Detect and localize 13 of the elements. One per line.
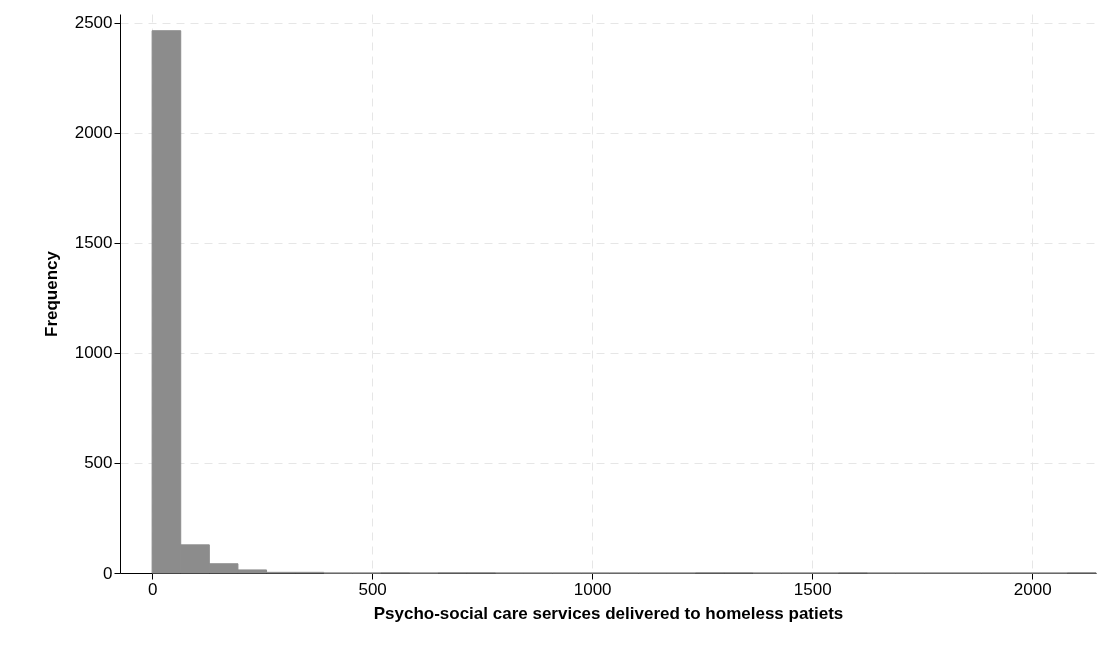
x-tick-label: 0 [147,579,158,599]
x-tick-label: 1000 [573,579,612,599]
x-axis-title: Psycho-social care services delivered to homeless patiets [373,603,844,623]
y-tick-label: 2000 [74,123,113,143]
y-tick-label: 500 [84,453,113,473]
x-tick-label: 2000 [1013,579,1052,599]
y-tick-label: 1000 [74,343,113,363]
y-tick-label: 1500 [74,233,113,253]
x-tick-label: 500 [358,579,387,599]
x-tick-label: 1500 [793,579,832,599]
y-tick-label: 0 [103,563,113,583]
y-tick-label: 2500 [74,13,113,33]
y-axis-title: Frequency [41,250,61,337]
